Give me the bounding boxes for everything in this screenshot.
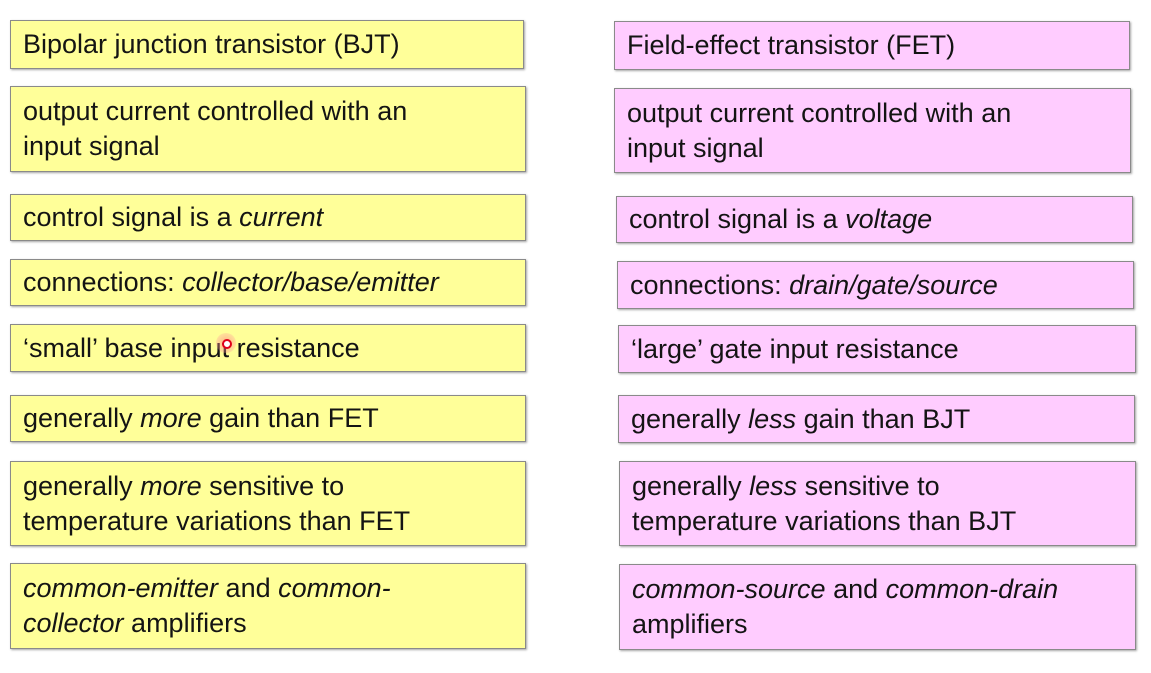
fet-connections-box: connections: drain/gate/source <box>617 261 1134 309</box>
fet-temperature-text: generally less sensitive to temperature … <box>632 470 1017 536</box>
fet-output-text: output current controlled with an input … <box>627 97 1012 163</box>
fet-temperature-box: generally less sensitive to temperature … <box>619 461 1136 546</box>
fet-title-box: Field-effect transistor (FET) <box>614 21 1130 70</box>
fet-gain-box: generally less gain than BJT <box>618 395 1135 443</box>
fet-output-box: output current controlled with an input … <box>614 88 1131 173</box>
fet-control-box: control signal is a voltage <box>616 196 1133 243</box>
bjt-title-box: Bipolar junction transistor (BJT) <box>10 20 524 69</box>
fet-resistance-text: ‘large’ gate input resistance <box>631 333 959 364</box>
bjt-output-text: output current controlled with an input … <box>23 96 408 161</box>
fet-connections-text: connections: drain/gate/source <box>630 269 998 300</box>
bjt-control-text: control signal is a current <box>23 202 324 232</box>
fet-amplifiers-text: common-source and common-drain amplifier… <box>632 574 1059 639</box>
bjt-output-box: output current controlled with an input … <box>10 86 526 172</box>
fet-title: Field-effect transistor (FET) <box>627 30 956 60</box>
bjt-temperature-text: generally more sensitive to temperature … <box>23 470 411 536</box>
bjt-control-box: control signal is a current <box>10 194 526 241</box>
bjt-resistance-text: ‘small’ base input resistance <box>23 332 360 363</box>
bjt-amplifiers-text: common-emitter and common- collector amp… <box>23 573 391 638</box>
fet-resistance-box: ‘large’ gate input resistance <box>618 325 1136 373</box>
fet-amplifiers-box: common-source and common-drain amplifier… <box>619 564 1136 650</box>
bjt-gain-text: generally more gain than FET <box>23 403 379 433</box>
pointer-highlight-icon <box>216 333 236 353</box>
fet-control-text: control signal is a voltage <box>629 204 933 234</box>
bjt-connections-box: connections: collector/base/emitter <box>10 259 526 306</box>
bjt-temperature-box: generally more sensitive to temperature … <box>10 461 526 546</box>
bjt-amplifiers-box: common-emitter and common- collector amp… <box>10 563 526 649</box>
bjt-gain-box: generally more gain than FET <box>10 395 526 442</box>
bjt-connections-text: connections: collector/base/emitter <box>23 267 439 297</box>
bjt-resistance-box: ‘small’ base input resistance <box>10 324 526 372</box>
fet-gain-text: generally less gain than BJT <box>631 403 971 434</box>
bjt-title: Bipolar junction transistor (BJT) <box>23 29 400 59</box>
